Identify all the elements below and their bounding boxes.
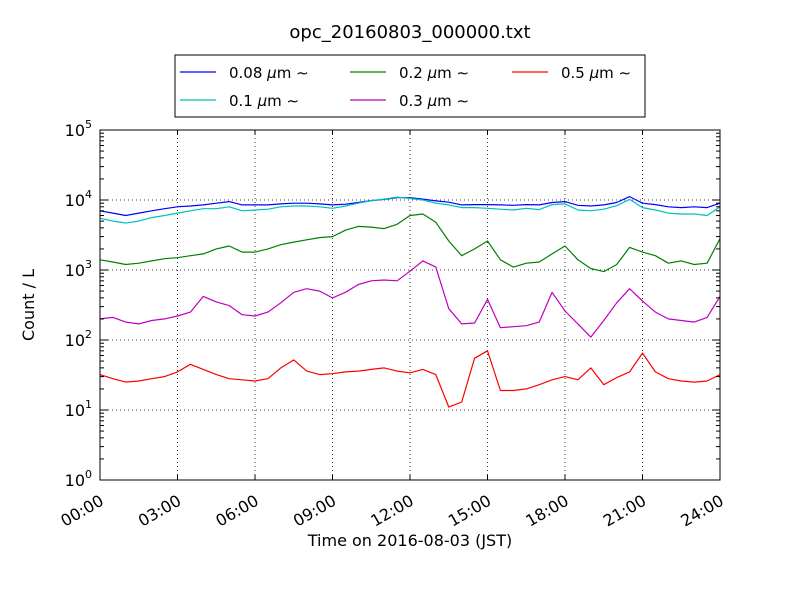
- series-line-0_3: [99, 260, 721, 338]
- legend-frame: [174, 54, 646, 118]
- y-tick-label: 103: [65, 258, 92, 280]
- x-axis-label: Time on 2016-08-03 (JST): [307, 531, 512, 550]
- legend-label: 0.2 μm ∼: [399, 64, 469, 82]
- series-line-0_08: [99, 196, 721, 217]
- series-line-0_5: [99, 350, 721, 408]
- legend: 0.08 μm ∼ 0.1 μm ∼ 0.2 μm ∼ 0.3 μm ∼ 0.5 μm …: [174, 54, 646, 118]
- y-tick-label: 105: [65, 118, 92, 140]
- series-layer: [99, 196, 721, 408]
- y-axis-label: Count / L: [19, 269, 38, 341]
- series-line-0_2: [99, 213, 721, 273]
- y-tick-label: 102: [65, 328, 92, 350]
- chart-title: opc_20160803_000000.txt: [289, 22, 530, 43]
- legend-label: 0.5 μm ∼: [561, 64, 631, 82]
- legend-label: 0.08 μm ∼: [229, 64, 309, 82]
- y-tick-label: 104: [65, 188, 92, 210]
- legend-label: 0.1 μm ∼: [229, 92, 299, 110]
- series-line-0_1: [99, 196, 721, 224]
- grid: [100, 130, 720, 480]
- y-tick-label: 100: [65, 468, 92, 490]
- y-axis: 100 101 102 103 104 105: [65, 118, 720, 490]
- y-tick-label: 101: [65, 398, 92, 420]
- legend-label: 0.3 μm ∼: [399, 92, 469, 110]
